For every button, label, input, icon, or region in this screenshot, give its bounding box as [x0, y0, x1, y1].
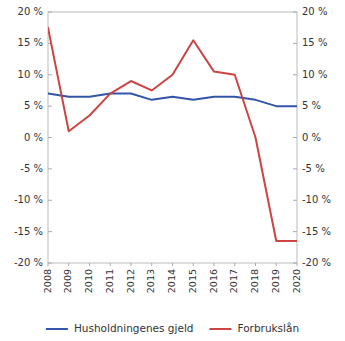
x-tick-label: 2015: [187, 269, 198, 293]
legend-label: Forbrukslån: [237, 322, 299, 334]
y-tick-label: 5 %: [24, 100, 43, 111]
y-tick-label: 10 %: [18, 69, 43, 80]
x-axis: 2008 2009 2010 2011 2012 2013 2014 2015 2016 2017…: [42, 263, 302, 293]
x-tick-label: 2013: [145, 269, 156, 293]
x-tick-label: 2020: [291, 269, 302, 293]
legend-item: Husholdningenes gjeld: [46, 322, 194, 334]
y2-tick: [293, 263, 297, 264]
y2-tick: [293, 231, 297, 232]
x-tick-label: 2012: [125, 269, 136, 293]
y-axis-right: -20 % -15 % -10 % -5 % 0 % 5 % 10 % 15 % 20 %: [293, 6, 331, 268]
x-tick-label: 2017: [228, 269, 239, 293]
y2-tick-label: -20 %: [302, 257, 331, 268]
y-tick: [48, 12, 52, 13]
series-line: [48, 28, 297, 241]
x-tick: [110, 263, 111, 266]
x-tick: [68, 263, 69, 266]
chart: -20 %-15 %-10 %-5 %0 %5 %10 %15 %20 %-20…: [0, 0, 345, 341]
x-tick: [297, 263, 298, 266]
series-group: [48, 28, 297, 241]
y-tick: [48, 263, 52, 264]
x-tick: [276, 263, 277, 266]
y-tick: [48, 168, 52, 169]
x-tick-label: 2018: [249, 269, 260, 293]
x-tick-label: 2011: [104, 269, 115, 293]
x-tick: [151, 263, 152, 266]
y-tick-label: 15 %: [18, 37, 43, 48]
x-tick: [131, 263, 132, 266]
y-axis-left: -20 % -15 % -10 % -5 % 0 % 5 % 10 % 15 % 20 %: [14, 6, 52, 268]
y-tick: [48, 137, 52, 138]
y-tick: [48, 106, 52, 107]
x-tick: [214, 263, 215, 266]
y2-tick-label: 0 %: [302, 132, 321, 143]
x-tick-label: 2016: [208, 269, 219, 293]
y-tick-label: -20 %: [14, 257, 43, 268]
x-tick-label: 2010: [83, 269, 94, 293]
y-tick-label: 20 %: [18, 6, 43, 17]
y-tick: [48, 231, 52, 232]
legend-label: Husholdningenes gjeld: [74, 322, 194, 334]
legend-swatch: [46, 328, 68, 330]
y2-tick-label: 5 %: [302, 100, 321, 111]
y-tick-label: -5 %: [20, 163, 43, 174]
y2-tick-label: -5 %: [302, 163, 325, 174]
x-tick-label: 2014: [166, 269, 177, 293]
y2-tick-label: 10 %: [302, 69, 327, 80]
legend-swatch: [209, 328, 231, 330]
y-tick-label: -15 %: [14, 226, 43, 237]
x-tick: [172, 263, 173, 266]
series-line: [48, 94, 297, 107]
x-tick: [48, 263, 49, 266]
x-tick-label: 2019: [270, 269, 281, 293]
y2-tick: [293, 168, 297, 169]
x-tick: [193, 263, 194, 266]
y-tick: [48, 200, 52, 201]
plot-frame: [48, 12, 297, 263]
x-tick-label: 2008: [42, 269, 53, 293]
y-tick-label: -10 %: [14, 194, 43, 205]
y2-tick: [293, 43, 297, 44]
x-tick: [234, 263, 235, 266]
y2-tick: [293, 74, 297, 75]
legend-item: Forbrukslån: [209, 322, 299, 334]
x-tick-label: 2009: [62, 269, 73, 293]
x-tick: [255, 263, 256, 266]
y2-tick: [293, 200, 297, 201]
y2-tick: [293, 137, 297, 138]
y2-tick-label: -15 %: [302, 226, 331, 237]
y-tick-label: 0 %: [24, 132, 43, 143]
legend: Husholdningenes gjeld Forbrukslån: [46, 322, 299, 334]
y-tick: [48, 74, 52, 75]
y2-tick-label: 15 %: [302, 37, 327, 48]
y2-tick-label: 20 %: [302, 6, 327, 17]
x-tick: [89, 263, 90, 266]
y2-tick: [293, 12, 297, 13]
y2-tick-label: -10 %: [302, 194, 331, 205]
